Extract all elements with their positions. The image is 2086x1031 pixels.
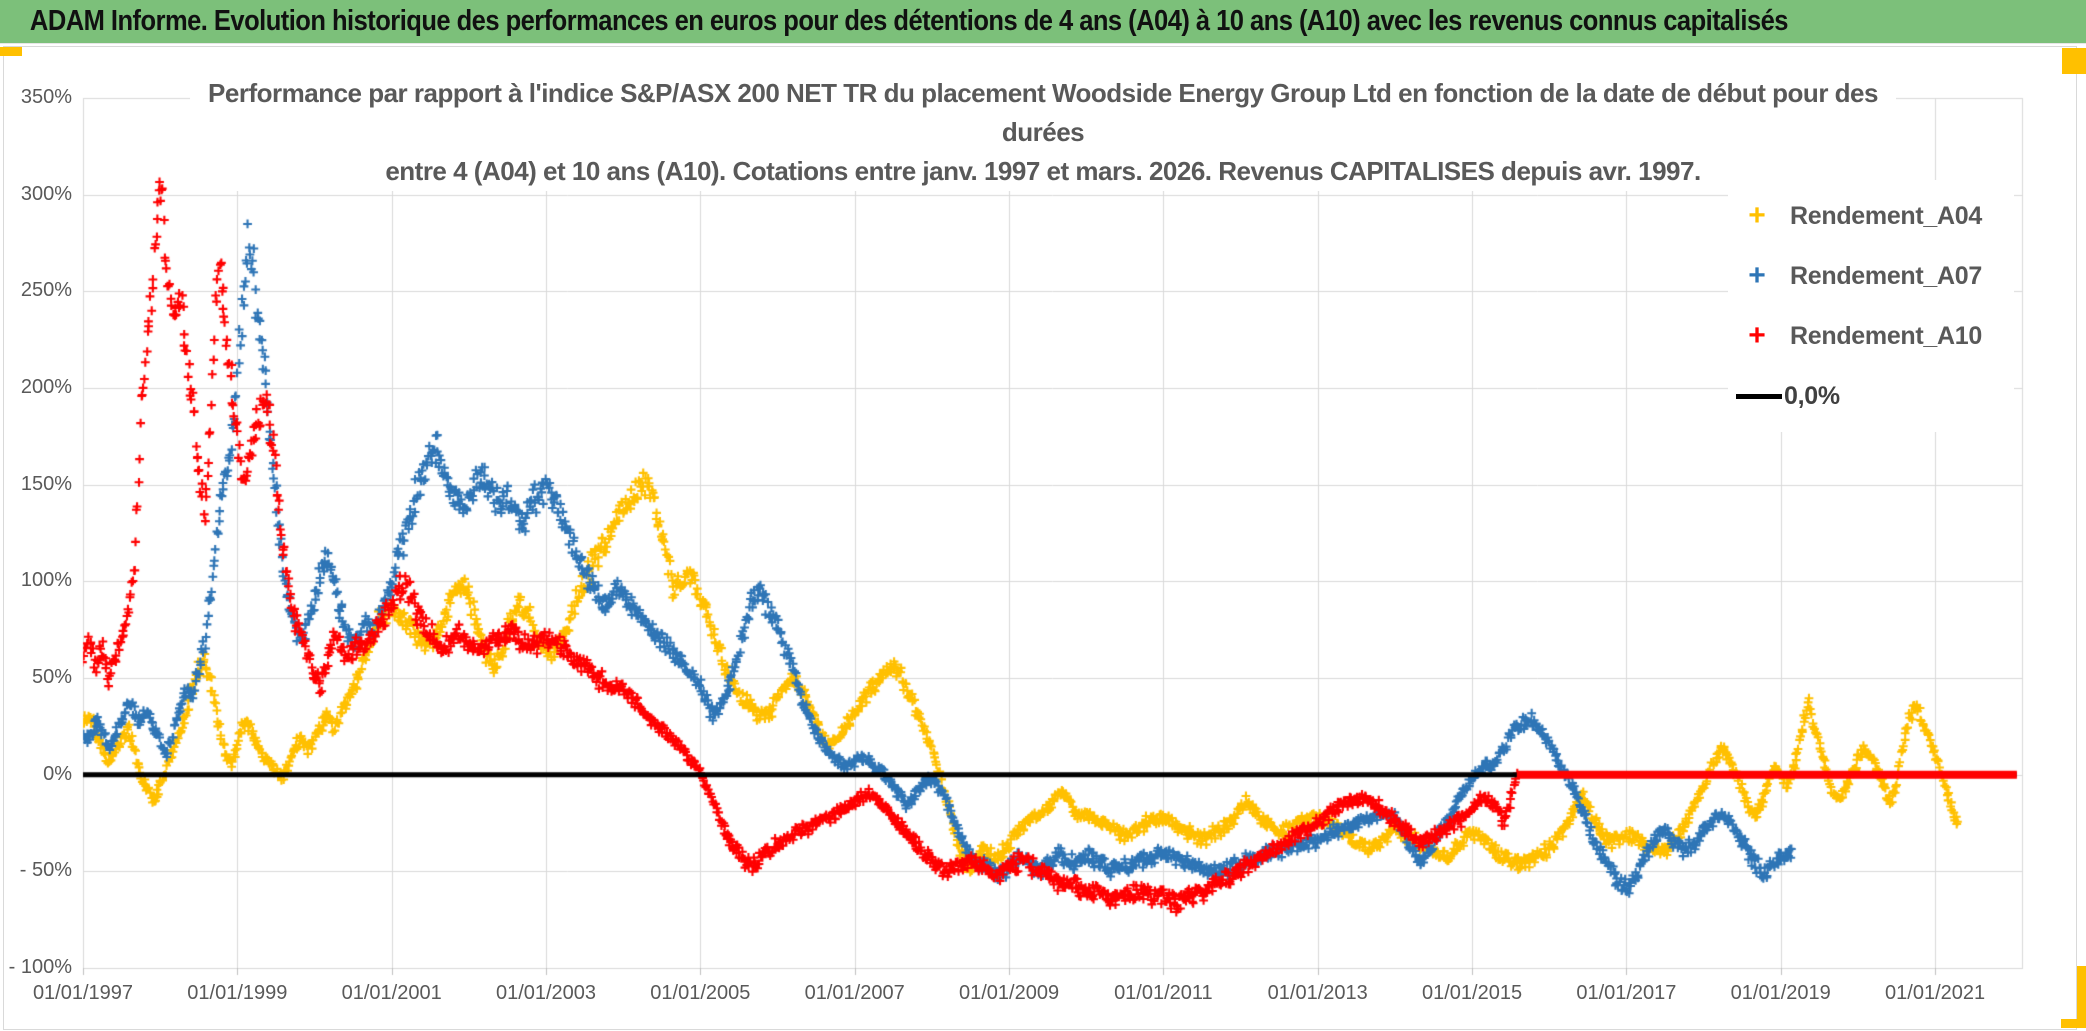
legend-label: 0,0% (1784, 381, 1840, 410)
y-tick-label: 150% (20, 472, 72, 495)
y-tick-label: 100% (20, 569, 72, 592)
chart-title: Performance par rapport à l'indice S&P/A… (190, 74, 1896, 191)
chart-legend: + Rendement_A04 + Rendement_A07 + Rendem… (1728, 180, 2014, 432)
legend-label: Rendement_A10 (1790, 321, 1982, 350)
plus-marker-icon: + (1748, 199, 1766, 232)
y-tick-label: 300% (20, 182, 72, 205)
x-tick-label: 01/01/2007 (804, 982, 905, 1004)
y-tick-label: 350% (20, 86, 72, 108)
legend-item-rendement-a10[interactable]: + Rendement_A10 (1728, 306, 2014, 366)
x-tick-label: 01/01/2021 (1885, 982, 1986, 1004)
y-tick-label: - 100% (8, 956, 72, 978)
y-tick-label: 50% (31, 666, 72, 688)
y-tick-label: 250% (20, 279, 72, 302)
chart-title-line-1: Performance par rapport à l'indice S&P/A… (208, 78, 1878, 108)
x-tick-label: 01/01/2015 (1421, 982, 1523, 1004)
legend-label: Rendement_A07 (1790, 261, 1982, 290)
zero-line-icon (1736, 393, 1782, 399)
legend-item-rendement-a04[interactable]: + Rendement_A04 (1728, 186, 2014, 246)
chart-title-line-2: durées (1001, 117, 1085, 147)
y-tick-label: - 50% (19, 859, 72, 882)
legend-label: Rendement_A04 (1790, 201, 1982, 230)
x-tick-label: 01/01/1997 (32, 982, 134, 1004)
x-tick-label: 01/01/2009 (958, 982, 1060, 1004)
legend-item-zero-line[interactable]: 0,0% (1728, 366, 2014, 426)
x-tick-label: 01/01/2017 (1576, 982, 1677, 1004)
x-tick-label: 01/01/2003 (495, 982, 597, 1004)
y-tick-label: 200% (20, 376, 72, 398)
plus-marker-icon: + (1748, 319, 1766, 352)
chart-title-line-3: entre 4 (A04) et 10 ans (A10). Cotations… (385, 156, 1701, 186)
x-tick-label: 01/01/2011 (1114, 982, 1213, 1004)
y-tick-label: 0% (43, 762, 72, 785)
plus-marker-icon: + (1748, 259, 1766, 292)
x-tick-label: 01/01/2019 (1730, 982, 1831, 1004)
x-tick-label: 01/01/1999 (187, 982, 288, 1004)
x-tick-label: 01/01/2005 (650, 982, 751, 1004)
x-tick-label: 01/01/2001 (341, 982, 442, 1004)
x-tick-label: 01/01/2013 (1267, 982, 1368, 1004)
legend-item-rendement-a07[interactable]: + Rendement_A07 (1728, 246, 2014, 306)
